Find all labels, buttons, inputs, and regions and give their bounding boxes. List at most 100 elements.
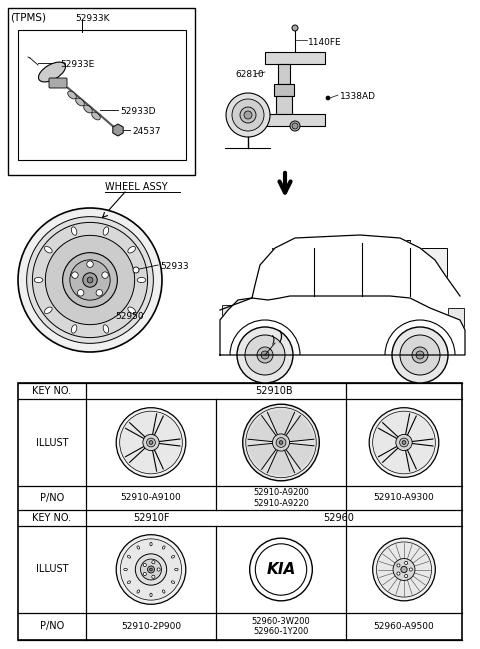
Ellipse shape <box>175 569 178 570</box>
Circle shape <box>412 347 428 363</box>
Ellipse shape <box>127 556 131 558</box>
Ellipse shape <box>34 278 43 282</box>
Circle shape <box>372 411 435 474</box>
Bar <box>265 52 325 64</box>
Ellipse shape <box>150 543 152 546</box>
Circle shape <box>393 559 415 580</box>
Circle shape <box>62 252 118 308</box>
Wedge shape <box>249 443 276 469</box>
Circle shape <box>396 434 412 450</box>
Text: 52933K: 52933K <box>75 14 109 23</box>
Circle shape <box>87 261 93 267</box>
Bar <box>448 308 464 328</box>
Text: WHEEL ASSY: WHEEL ASSY <box>105 182 168 192</box>
Circle shape <box>376 542 432 597</box>
Bar <box>265 114 325 126</box>
Circle shape <box>416 351 424 359</box>
Bar <box>274 84 294 96</box>
Bar <box>272 248 314 290</box>
Text: 52960-A9500: 52960-A9500 <box>373 622 434 631</box>
Ellipse shape <box>162 590 165 593</box>
Circle shape <box>405 574 408 578</box>
Wedge shape <box>285 416 313 442</box>
Text: KEY NO.: KEY NO. <box>33 386 72 396</box>
Text: 52910-A9300: 52910-A9300 <box>373 493 434 502</box>
Ellipse shape <box>103 324 108 333</box>
Ellipse shape <box>45 307 52 313</box>
Ellipse shape <box>171 556 175 558</box>
Circle shape <box>32 223 148 337</box>
Text: ILLUST: ILLUST <box>36 437 68 448</box>
Text: 1140FE: 1140FE <box>308 38 342 47</box>
Circle shape <box>397 564 400 567</box>
Polygon shape <box>252 235 460 298</box>
Circle shape <box>116 408 186 477</box>
Circle shape <box>116 535 186 604</box>
Text: P/NO: P/NO <box>40 493 64 503</box>
Circle shape <box>152 575 155 578</box>
Circle shape <box>96 289 103 296</box>
Bar <box>320 243 362 291</box>
Circle shape <box>147 566 155 573</box>
Circle shape <box>273 434 289 451</box>
Circle shape <box>246 408 316 478</box>
Circle shape <box>292 123 298 129</box>
Ellipse shape <box>137 590 140 593</box>
Circle shape <box>243 404 319 481</box>
Circle shape <box>146 438 156 447</box>
Circle shape <box>77 289 84 296</box>
Text: 52933: 52933 <box>160 262 189 271</box>
Circle shape <box>400 335 440 375</box>
Circle shape <box>226 93 270 137</box>
Circle shape <box>326 96 330 100</box>
Circle shape <box>400 438 408 447</box>
Text: (TPMS): (TPMS) <box>10 13 46 23</box>
Circle shape <box>250 538 312 601</box>
Circle shape <box>143 572 146 576</box>
Circle shape <box>392 327 448 383</box>
Circle shape <box>292 25 298 31</box>
Text: 1338AD: 1338AD <box>340 92 376 101</box>
Bar <box>276 96 292 114</box>
Circle shape <box>255 544 307 595</box>
Wedge shape <box>249 416 276 442</box>
Ellipse shape <box>124 569 127 570</box>
Circle shape <box>18 208 162 352</box>
Circle shape <box>397 572 400 575</box>
Circle shape <box>276 437 286 447</box>
Circle shape <box>72 272 78 278</box>
Ellipse shape <box>92 112 100 120</box>
Text: ILLUST: ILLUST <box>36 565 68 574</box>
Wedge shape <box>285 443 313 469</box>
Text: 52910-2P900: 52910-2P900 <box>121 622 181 631</box>
Ellipse shape <box>68 91 76 99</box>
Circle shape <box>401 567 407 572</box>
Text: 52910-A9100: 52910-A9100 <box>120 493 181 502</box>
Ellipse shape <box>84 105 92 113</box>
Text: KEY NO.: KEY NO. <box>33 513 72 523</box>
Circle shape <box>102 272 108 278</box>
Text: 52960: 52960 <box>324 513 354 523</box>
Ellipse shape <box>72 227 77 235</box>
Polygon shape <box>220 296 465 355</box>
Text: 52933D: 52933D <box>120 107 156 116</box>
Circle shape <box>240 107 256 123</box>
Circle shape <box>405 561 408 565</box>
Ellipse shape <box>128 247 135 253</box>
Circle shape <box>87 277 93 283</box>
Ellipse shape <box>150 593 152 596</box>
Circle shape <box>237 327 293 383</box>
Ellipse shape <box>72 324 77 333</box>
Circle shape <box>369 408 439 477</box>
Circle shape <box>402 441 406 445</box>
Wedge shape <box>267 410 294 435</box>
Circle shape <box>257 347 273 363</box>
Ellipse shape <box>137 278 146 282</box>
Wedge shape <box>267 449 294 475</box>
Bar <box>278 64 290 84</box>
Circle shape <box>290 121 300 131</box>
Circle shape <box>120 411 182 474</box>
Ellipse shape <box>103 227 108 235</box>
Circle shape <box>244 111 252 119</box>
Circle shape <box>157 568 160 571</box>
